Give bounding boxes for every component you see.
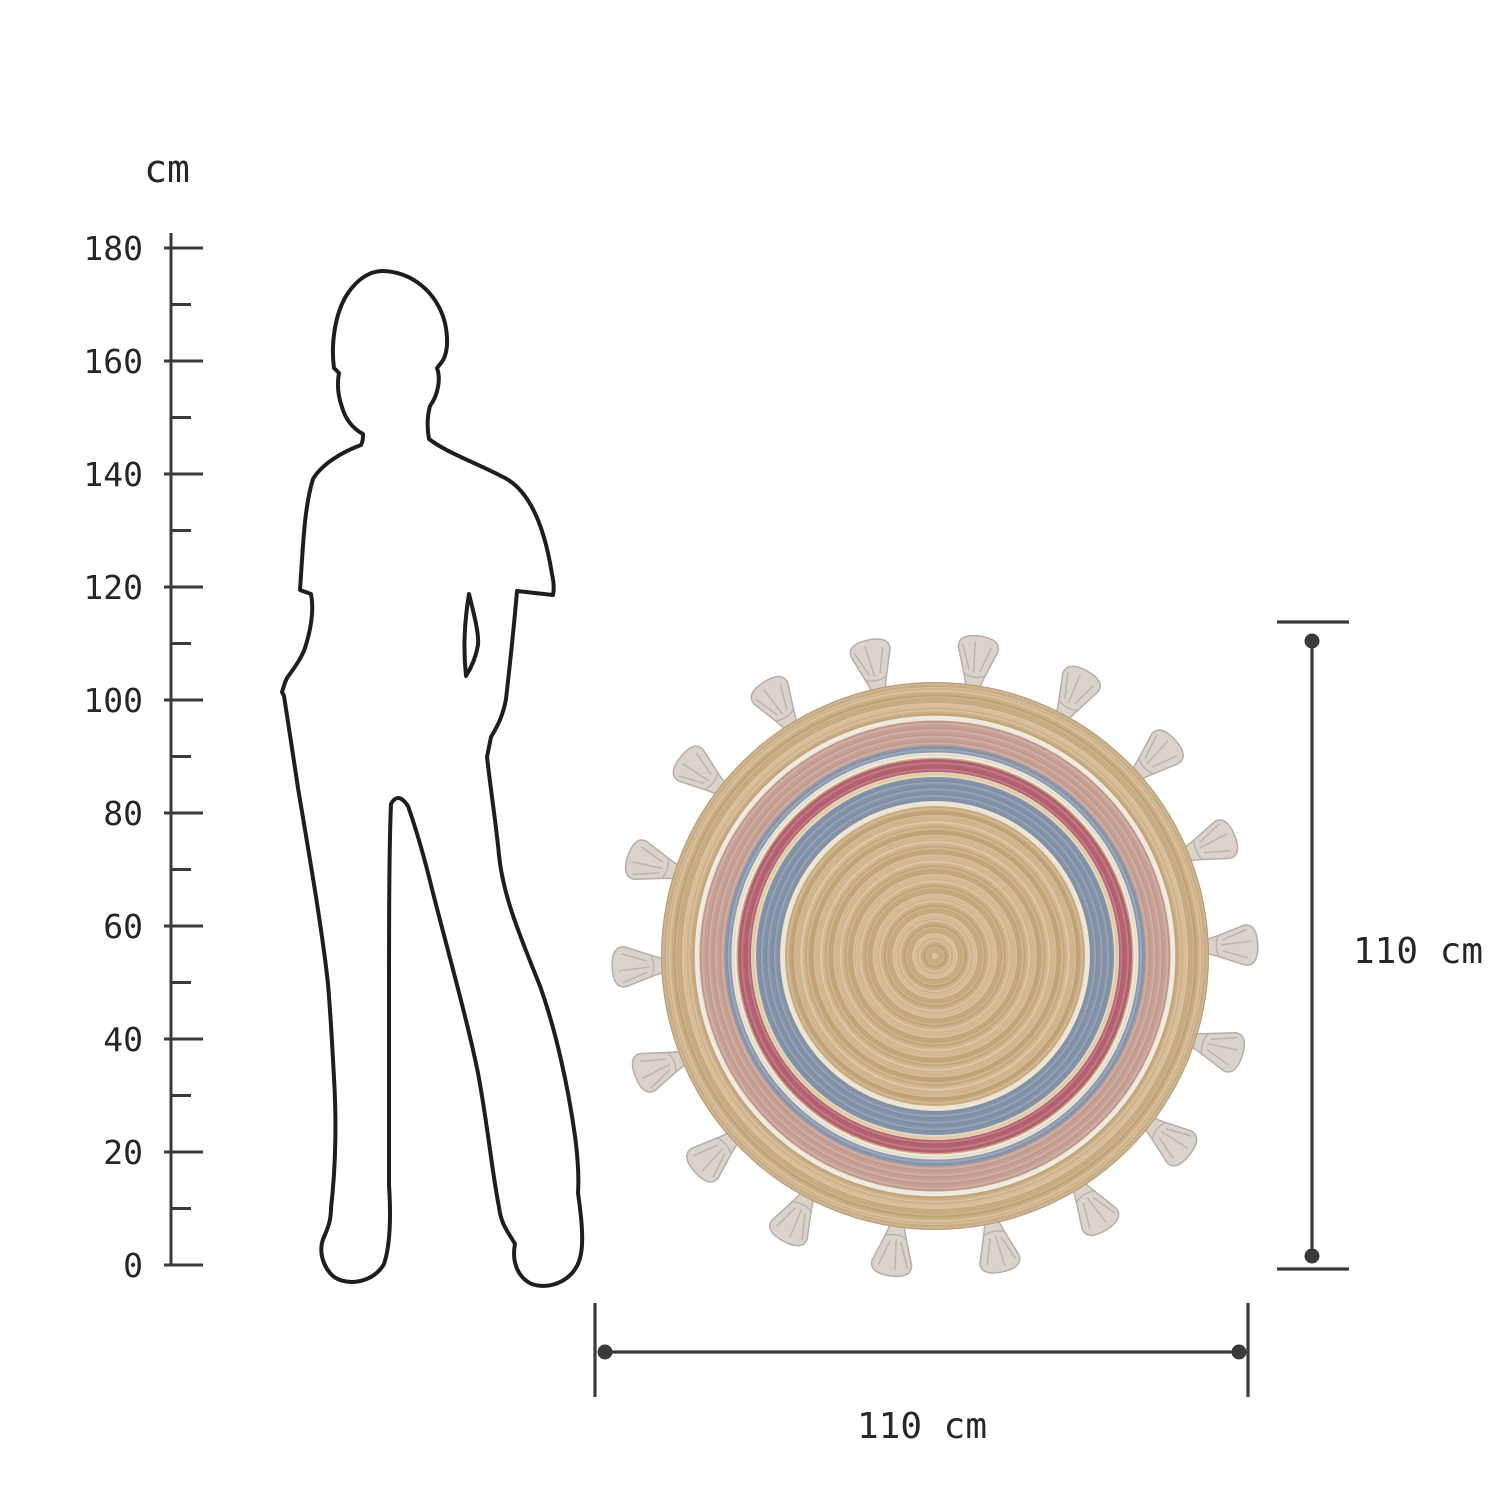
round-jute-rug — [610, 632, 1260, 1280]
ruler-tick-label-80: 80 — [103, 794, 143, 833]
ruler-tick-label-180: 180 — [83, 229, 143, 268]
ruler-tick-label-140: 140 — [83, 455, 143, 494]
ruler-tick-label-20: 20 — [103, 1133, 143, 1172]
ruler-tick-label-40: 40 — [103, 1020, 143, 1059]
ruler-tick-label-120: 120 — [83, 568, 143, 607]
human-silhouette — [280, 269, 585, 1288]
width-dimension-dot-right — [1231, 1344, 1247, 1360]
height-dimension-dot-bottom — [1304, 1248, 1320, 1264]
human-silhouette-outline — [280, 269, 585, 1288]
ruler-tick-label-160: 160 — [83, 342, 143, 381]
ruler-tick-label-100: 100 — [83, 681, 143, 720]
human-silhouette-hand-detail — [462, 592, 481, 678]
rug-grain-texture — [661, 682, 1209, 1230]
height-dimension-label: 110 cm — [1353, 931, 1483, 972]
width-dimension: 110 cm — [593, 1303, 1250, 1447]
ruler-tick-label-60: 60 — [103, 907, 143, 946]
width-dimension-label: 110 cm — [857, 1406, 987, 1447]
height-dimension: 110 cm — [1277, 620, 1483, 1271]
height-ruler: cm 180 160 140 120 100 80 60 40 20 0 — [83, 147, 203, 1285]
ruler-unit-label: cm — [144, 147, 190, 191]
ruler-tick-label-0: 0 — [123, 1246, 143, 1285]
